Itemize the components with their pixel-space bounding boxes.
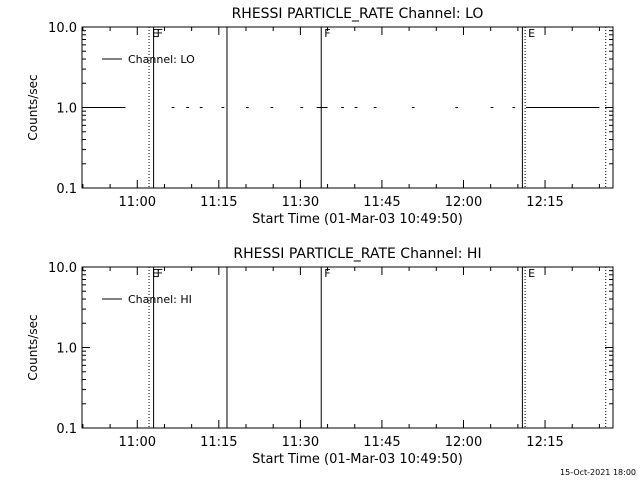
x-tick-label: 11:30	[282, 435, 319, 450]
event-marker-label: E	[152, 267, 159, 280]
x-tick-label: 11:30	[282, 195, 319, 210]
legend-label: Channel: HI	[128, 293, 192, 306]
x-tick-label: 12:15	[526, 435, 563, 450]
lo-channel-panel: RHESSI PARTICLE_RATE Channel: LO 0.1 1.0 10…	[26, 6, 614, 227]
x-axis-label: Start Time (01-Mar-03 10:49:50)	[252, 212, 463, 227]
hi-channel-panel: RHESSI PARTICLE_RATE Channel: HI 0.1 1.0 10…	[26, 246, 614, 467]
y-axis-label: Counts/sec	[26, 314, 40, 380]
event-marker-label: E	[528, 27, 535, 40]
x-tick-label: 12:00	[445, 435, 482, 450]
event-marker-label: F	[157, 267, 163, 280]
x-tick-label: 11:45	[363, 195, 400, 210]
y-tick-label: 10.0	[48, 261, 77, 276]
event-marker-label: F	[324, 27, 330, 40]
x-tick-label: 11:15	[200, 195, 237, 210]
legend-label: Channel: LO	[128, 53, 195, 66]
y-tick-label: 1.0	[56, 342, 77, 357]
x-tick-label: 12:00	[445, 195, 482, 210]
x-tick-label: 11:45	[363, 435, 400, 450]
event-marker-label: E	[152, 27, 159, 40]
plot-frame	[81, 266, 614, 429]
x-axis-label: Start Time (01-Mar-03 10:49:50)	[252, 452, 463, 467]
y-tick-label: 10.0	[48, 21, 77, 36]
event-marker-label: E	[528, 267, 535, 280]
x-tick-label: 11:00	[119, 435, 156, 450]
chart-title: RHESSI PARTICLE_RATE Channel: LO	[232, 6, 484, 22]
y-tick-label: 0.1	[56, 182, 77, 197]
y-tick-label: 0.1	[56, 422, 77, 437]
x-tick-label: 12:15	[526, 195, 563, 210]
event-marker-label: F	[157, 27, 163, 40]
y-axis-label: Counts/sec	[26, 74, 40, 140]
chart-title: RHESSI PARTICLE_RATE Channel: HI	[233, 246, 481, 262]
event-marker-label: F	[324, 267, 330, 280]
y-tick-label: 1.0	[56, 102, 77, 117]
x-tick-label: 11:15	[200, 435, 237, 450]
generation-date: 15-Oct-2021 18:00	[560, 468, 636, 477]
x-tick-label: 11:00	[119, 195, 156, 210]
